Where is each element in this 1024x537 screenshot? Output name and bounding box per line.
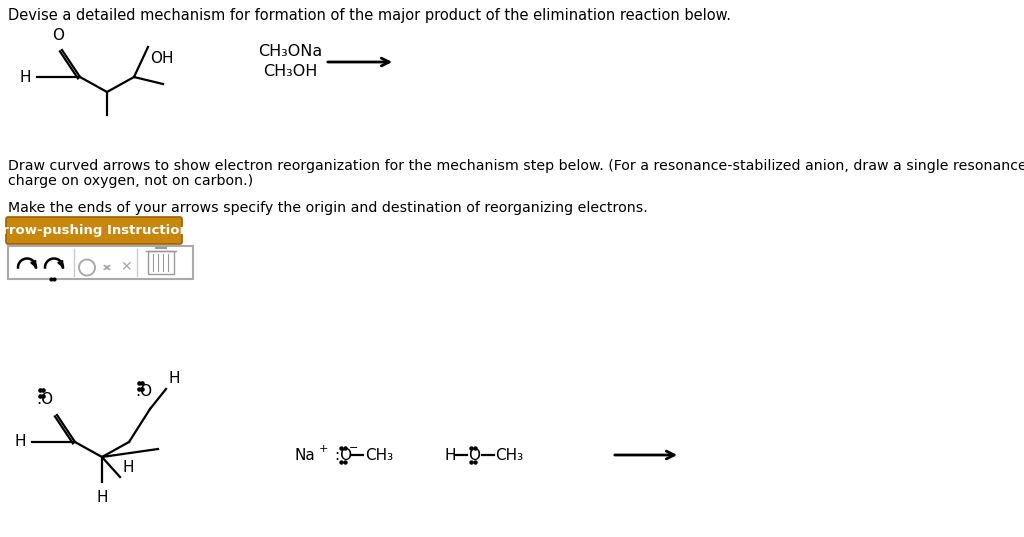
Text: H: H <box>168 371 179 386</box>
Text: Draw curved arrows to show electron reorganization for the mechanism step below.: Draw curved arrows to show electron reor… <box>8 159 1024 173</box>
Bar <box>8 246 193 279</box>
Text: Devise a detailed mechanism for formation of the major product of the eliminatio: Devise a detailed mechanism for formatio… <box>8 8 731 23</box>
Text: CH₃OH: CH₃OH <box>263 63 317 78</box>
Text: charge on oxygen, not on carbon.): charge on oxygen, not on carbon.) <box>8 174 253 188</box>
Bar <box>148 251 174 274</box>
Text: :O: :O <box>37 392 53 407</box>
Text: −: − <box>349 443 358 453</box>
Text: ✕: ✕ <box>120 260 132 274</box>
Text: CH₃: CH₃ <box>495 447 523 462</box>
Text: Na: Na <box>295 447 315 462</box>
Text: O: O <box>468 447 480 462</box>
Text: :​O: :​O <box>335 447 352 462</box>
FancyBboxPatch shape <box>6 217 182 244</box>
Text: O: O <box>52 28 63 43</box>
Text: :O: :O <box>135 384 153 399</box>
Text: Arrow-pushing Instructions: Arrow-pushing Instructions <box>0 224 197 237</box>
Text: H: H <box>445 447 457 462</box>
Text: +: + <box>319 444 329 454</box>
Text: CH₃ONa: CH₃ONa <box>258 45 323 60</box>
Text: H: H <box>14 434 26 449</box>
Text: OH: OH <box>150 51 173 66</box>
Text: H: H <box>96 490 108 505</box>
Text: H: H <box>19 69 31 84</box>
Text: CH₃: CH₃ <box>365 447 393 462</box>
Text: Make the ends of your arrows specify the origin and destination of reorganizing : Make the ends of your arrows specify the… <box>8 201 648 215</box>
Text: H: H <box>122 460 133 475</box>
